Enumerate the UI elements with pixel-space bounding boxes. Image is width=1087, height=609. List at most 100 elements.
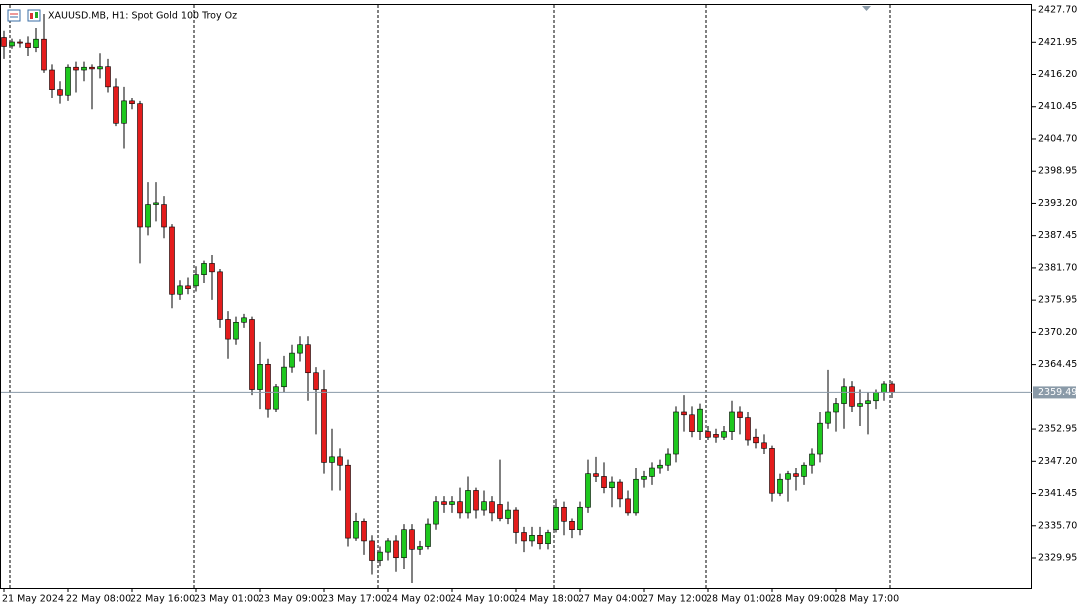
candle-body xyxy=(745,417,751,441)
x-tick-label: 23 May 09:00 xyxy=(258,594,323,605)
candle-body xyxy=(433,501,439,525)
candle-body xyxy=(185,285,191,289)
x-tick-label: 23 May 01:00 xyxy=(194,594,259,605)
icon xyxy=(35,12,38,18)
candle-body xyxy=(241,317,247,323)
candle-body xyxy=(81,66,87,71)
candle-body xyxy=(569,520,575,530)
candle-body xyxy=(825,411,831,424)
candle-body xyxy=(329,456,335,463)
candle-body xyxy=(801,464,807,477)
y-tick-label: 2410.45 xyxy=(1038,101,1077,112)
candle-body xyxy=(657,464,663,469)
candle-body xyxy=(305,344,311,374)
candle-body xyxy=(177,285,183,295)
plot-frame xyxy=(0,4,1032,589)
candle-body xyxy=(761,442,767,449)
candle-body xyxy=(337,456,343,466)
x-tick-label: 24 May 18:00 xyxy=(514,594,579,605)
y-tick-label: 2421.95 xyxy=(1038,37,1077,48)
y-tick-label: 2364.45 xyxy=(1038,359,1077,370)
candle-body xyxy=(841,386,847,404)
x-tick-label: 28 May 01:00 xyxy=(706,594,771,605)
candle-body xyxy=(865,400,871,404)
candle-body xyxy=(585,473,591,508)
candle-body xyxy=(849,386,855,407)
candle-body xyxy=(529,535,535,542)
candle-body xyxy=(273,386,279,410)
candle-body xyxy=(33,38,39,48)
y-tick-label: 2375.95 xyxy=(1038,295,1077,306)
candle-body xyxy=(89,66,95,70)
candle-body xyxy=(1,37,7,47)
candle-body xyxy=(225,319,231,340)
candle-body xyxy=(353,520,359,539)
x-tick-label: 21 May 2024 xyxy=(2,594,64,605)
icon xyxy=(30,13,33,19)
candle-body xyxy=(633,478,639,514)
x-tick-label: 24 May 10:00 xyxy=(450,594,515,605)
y-tick-label: 2347.20 xyxy=(1038,456,1077,467)
candle-body xyxy=(137,103,143,228)
candle-body xyxy=(265,364,271,410)
candle-body xyxy=(577,506,583,530)
candle-body xyxy=(769,448,775,494)
candle-body xyxy=(889,383,895,393)
candle-body xyxy=(881,383,887,393)
candle-body xyxy=(193,274,199,287)
candle-body xyxy=(561,506,567,522)
candle-body xyxy=(609,481,615,488)
y-tick-label: 2329.95 xyxy=(1038,553,1077,564)
candle-body xyxy=(121,100,127,124)
candle-body xyxy=(425,523,431,547)
candle-body xyxy=(497,504,503,519)
x-tick-label: 24 May 02:00 xyxy=(386,594,451,605)
candle-body xyxy=(377,551,383,561)
x-tick-label: 27 May 04:00 xyxy=(578,594,643,605)
icon xyxy=(27,9,41,22)
candle-body xyxy=(409,529,415,550)
candle-body xyxy=(289,352,295,368)
last-price-label: 2359.49 xyxy=(1038,387,1077,398)
candle-body xyxy=(441,501,447,505)
symbol-icons xyxy=(7,9,41,22)
candle-body xyxy=(129,100,135,104)
candle-body xyxy=(873,392,879,402)
candle-body xyxy=(257,364,263,390)
candle-body xyxy=(393,540,399,559)
y-tick-label: 2370.20 xyxy=(1038,327,1077,338)
candle-body xyxy=(209,263,215,273)
candle-body xyxy=(321,389,327,463)
candle-body xyxy=(729,411,735,432)
candle-body xyxy=(665,453,671,466)
candle-body xyxy=(833,403,839,413)
shift-marker xyxy=(862,6,871,11)
candle-body xyxy=(105,66,111,88)
x-tick-label: 27 May 12:00 xyxy=(642,594,707,605)
candle-body xyxy=(313,372,319,390)
candle-body xyxy=(673,411,679,455)
candle-body xyxy=(625,498,631,514)
candle-body xyxy=(753,436,759,444)
candle-body xyxy=(721,431,727,438)
candle-body xyxy=(417,546,423,550)
x-tick-label: 22 May 16:00 xyxy=(130,594,195,605)
candle-body xyxy=(169,226,175,295)
candle-body xyxy=(641,476,647,480)
y-tick-label: 2381.70 xyxy=(1038,262,1077,273)
candle-body xyxy=(793,473,799,477)
candle-body xyxy=(217,271,223,320)
candle-body xyxy=(73,66,79,71)
candle-body xyxy=(593,473,599,477)
period-separators xyxy=(9,5,891,588)
x-tick-label: 28 May 17:00 xyxy=(834,594,899,605)
candle-body xyxy=(689,414,695,432)
candle-body xyxy=(809,453,815,466)
y-tick-label: 2416.20 xyxy=(1038,69,1077,80)
candle-body xyxy=(649,467,655,477)
candle-body xyxy=(361,520,367,542)
y-tick-label: 2393.20 xyxy=(1038,198,1077,209)
candle-body xyxy=(697,408,703,432)
candle-body xyxy=(201,263,207,275)
